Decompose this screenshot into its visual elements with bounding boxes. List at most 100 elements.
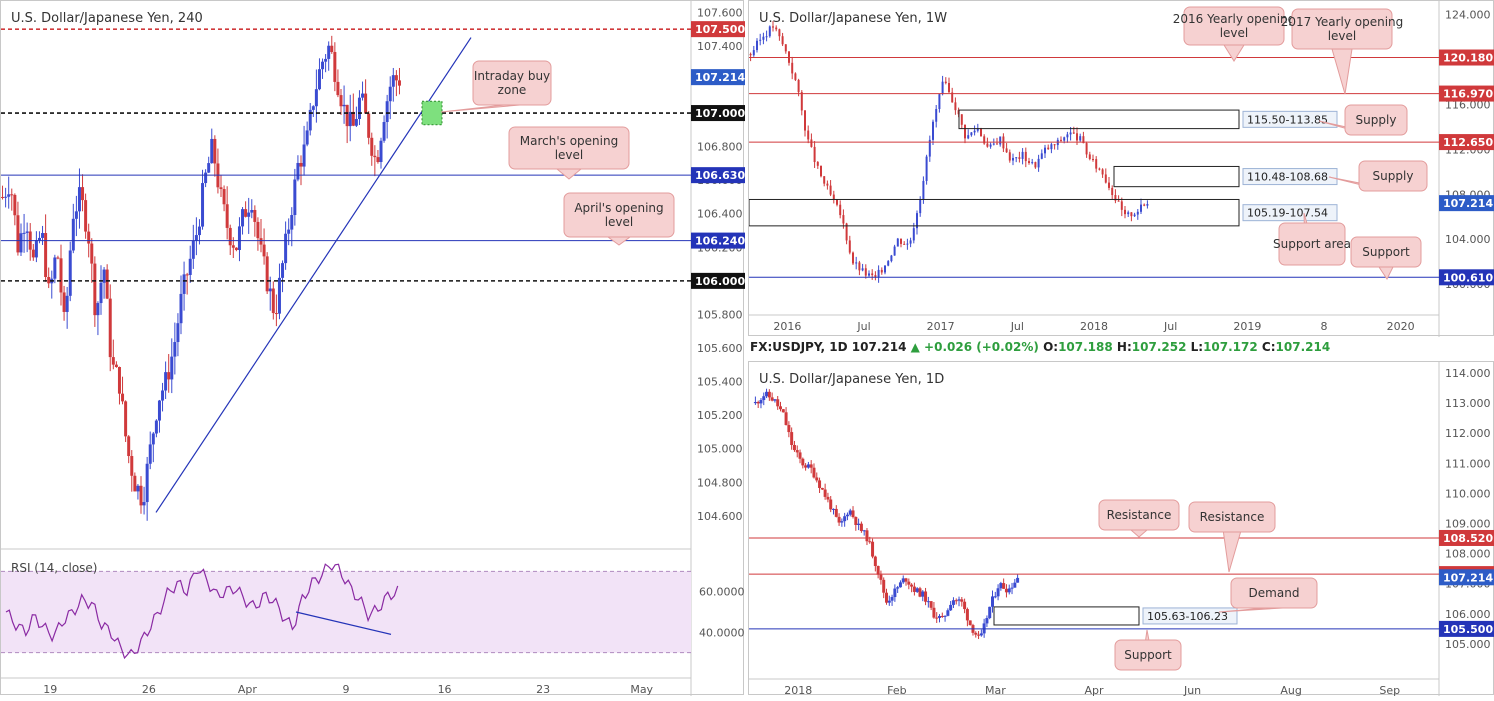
candle-body [974,632,978,635]
candle-body [749,53,752,56]
candle-body [151,433,155,445]
candle-body [213,138,217,164]
candle-body [114,364,118,368]
candle-body [999,136,1002,145]
candle-body [759,39,762,41]
candle-body [357,97,361,120]
candle-body [345,104,349,127]
y-tick-label: 105.000 [1445,638,1491,651]
candle-body [16,215,20,253]
level-price-tag [691,105,745,122]
candle-body [791,62,794,74]
candle-body [840,521,844,523]
candle-body [1060,139,1062,141]
candle-body [976,128,979,131]
candle-body [281,263,285,278]
callout-resistance-1-pointer [1129,529,1149,538]
ticker-close: 107.214 [1275,340,1331,354]
candle-body [871,541,875,557]
candle-body [865,530,869,542]
candle-body [770,397,774,401]
candle-body [65,295,69,312]
callout-buy-zone-pointer [440,104,520,113]
candle-body [924,591,928,602]
current-price-label: 107.214 [1443,197,1493,210]
candle-body [204,172,208,184]
candle-body [845,223,848,241]
callout-support-box [1114,639,1182,671]
candle-body [336,81,340,96]
candle-body [904,578,908,582]
candle-body [391,75,395,87]
callout-buy-zone-box [472,60,552,106]
x-tick-label: 9 [343,683,350,696]
y-tick-label: 105.800 [697,308,743,321]
candle-body [157,400,161,421]
support-area-zone-label: 105.19-107.54 [1247,207,1328,220]
candle-body [842,215,845,224]
candle-body [265,256,269,292]
candle-body [918,588,922,597]
candle-body [394,75,398,81]
level-price-label: 106.240 [695,235,745,248]
chart-panel-weekly[interactable]: 124.000120.000116.000112.000108.000104.0… [748,0,1494,337]
candle-body [299,162,303,167]
candle-body [1053,144,1056,146]
callout-demand-text: Demand [1249,586,1300,600]
candle-body [893,246,896,256]
candle-body [837,516,841,523]
candle-body [801,458,805,466]
candle-body [308,109,312,131]
candle-body [932,607,936,618]
candle-body [136,485,140,492]
chart-weekly-canvas[interactable]: 124.000120.000116.000112.000108.000104.0… [749,1,1494,337]
candle-body [999,583,1003,589]
candle-body [906,243,909,245]
candle-body [77,187,81,212]
candle-body [277,277,281,314]
x-tick-label: Mar [985,684,1006,696]
candle-body [182,274,186,294]
candle-body [388,86,392,102]
candle-body [954,102,957,111]
candle-body [274,313,278,315]
chart-daily-canvas[interactable]: 114.000 113.000 112.000 111.000 110.000 109.0… [749,362,1494,696]
candle-body [943,615,947,617]
y-tick-label: 104.600 [697,510,743,523]
candle-body [873,556,877,567]
candle-body [234,247,238,251]
chart-panel-4h[interactable]: 107.600107.400107.200107.000106.800106.6… [0,0,745,696]
candle-body [790,432,794,445]
candle-body [804,110,806,131]
candle-body [1088,154,1091,159]
level-price-tag [691,232,745,249]
candle-body [823,489,827,497]
callout-support-text: Support [1362,245,1410,259]
callout-april-open-text: level [605,215,634,229]
candle-body [768,26,771,37]
candle-body [797,79,800,93]
chart-panel-daily[interactable]: 114.000 113.000 112.000 111.000 110.000 109.0… [748,361,1494,696]
candle-body [222,189,226,205]
callout-supply-1-text: Supply [1356,113,1397,127]
candle-body [985,618,989,624]
candle-body [973,130,976,133]
candle-body [829,499,833,510]
chart-4h-canvas[interactable]: 107.600107.400107.200107.000106.800106.6… [1,1,745,696]
candle-body [951,92,954,103]
candle-body [885,592,888,603]
supply-zone-1-label: 115.50-113.85 [1247,113,1328,126]
candle-body [173,342,177,357]
candle-body [1082,136,1085,144]
candle-body [1127,212,1130,215]
y-tick-label: 109.000 [1445,518,1491,531]
candle-body [145,463,149,503]
candle-body [197,226,201,236]
candle-body [259,238,263,245]
level-price-tag [691,167,745,184]
y-tick-label: 105.600 [697,342,743,355]
candle-body [201,183,205,227]
candle-body [90,243,94,264]
candle-body [133,475,137,492]
candle-body [977,634,981,636]
